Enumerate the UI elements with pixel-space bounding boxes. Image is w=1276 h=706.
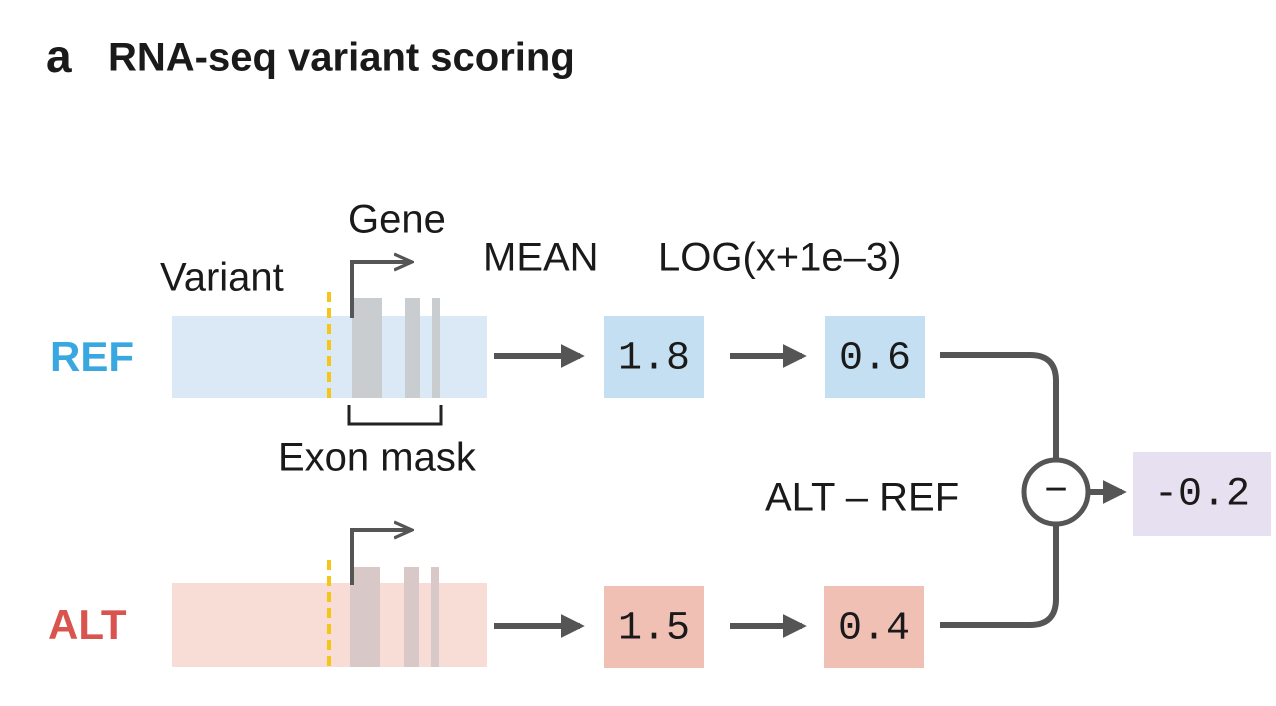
- alt-mean: 1.5: [618, 607, 690, 652]
- exon: [352, 298, 382, 398]
- mean-label: MEAN: [483, 236, 599, 280]
- value-box: [824, 586, 924, 668]
- connector: [940, 352, 1059, 459]
- diff-label: ALT – REF: [765, 476, 959, 520]
- alt-log: 0.4: [838, 607, 910, 652]
- result: -0.2: [1154, 473, 1250, 518]
- value-box: [604, 316, 704, 398]
- exon-mask-label: Exon mask: [278, 436, 477, 480]
- panel-letter: a: [46, 30, 72, 82]
- operator: −: [1044, 468, 1067, 512]
- log-label: LOG(x+1e–3): [658, 236, 901, 280]
- variant-label: Variant: [160, 256, 284, 300]
- connector: [940, 525, 1059, 628]
- operator-circle: [1021, 457, 1091, 527]
- value-box: [825, 316, 925, 398]
- exon: [404, 567, 419, 667]
- result-box: [1133, 452, 1271, 536]
- exon: [350, 567, 380, 667]
- ref-mean: 1.8: [618, 337, 690, 382]
- title: RNA-seq variant scoring: [108, 36, 575, 80]
- tss-arrow: [350, 262, 410, 318]
- exon: [432, 298, 440, 398]
- alt-label: ALT: [48, 601, 127, 648]
- exon: [431, 567, 439, 667]
- exon: [405, 298, 420, 398]
- exon-bracket: [347, 405, 443, 426]
- value-box: [604, 586, 704, 668]
- gene-label: Gene: [348, 198, 446, 242]
- tss-arrow: [350, 530, 410, 585]
- ref-label: REF: [50, 333, 134, 380]
- ref-log: 0.6: [839, 337, 911, 382]
